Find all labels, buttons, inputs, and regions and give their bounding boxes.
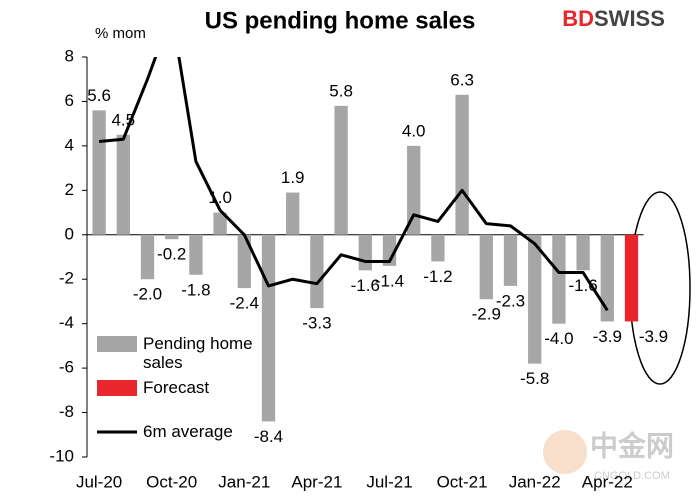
bar xyxy=(213,212,227,235)
data-label: -1.4 xyxy=(375,271,404,290)
data-label: -5.8 xyxy=(520,369,549,388)
y-tick-label: -6 xyxy=(59,358,74,377)
bar xyxy=(407,145,421,235)
y-tick-label: -10 xyxy=(49,446,74,465)
data-label: 6.3 xyxy=(450,70,474,89)
legend-label: 6m average xyxy=(143,422,233,441)
watermark-name: 中金网 xyxy=(590,429,674,461)
data-label: -1.8 xyxy=(181,280,210,299)
bar xyxy=(92,110,106,235)
legend-label: Pending home sales xyxy=(143,334,253,372)
y-axis-label: % mom xyxy=(95,25,146,42)
y-tick-label: 4 xyxy=(65,135,74,154)
plot-area xyxy=(92,57,639,422)
y-tick-label: -2 xyxy=(59,269,74,288)
data-label: -1.2 xyxy=(423,267,452,286)
x-tick-label: Oct-21 xyxy=(437,472,488,491)
data-label: 4.5 xyxy=(111,110,135,129)
legend: Pending home sales Forecast 6m average xyxy=(97,334,253,441)
x-tick-label: Apr-21 xyxy=(291,472,342,491)
bar xyxy=(552,234,566,324)
data-label: 5.6 xyxy=(87,86,111,105)
data-label: 5.8 xyxy=(329,81,353,100)
bar xyxy=(310,234,324,309)
data-label: -3.3 xyxy=(302,314,331,333)
data-label: 4.0 xyxy=(402,121,426,140)
x-tick-label: Jan-21 xyxy=(218,472,270,491)
y-tick-label: 6 xyxy=(65,91,74,110)
bar xyxy=(165,234,179,240)
data-label: 1.0 xyxy=(208,188,232,207)
logo-part1: BD xyxy=(562,6,594,31)
bar xyxy=(358,234,372,271)
legend-swatch xyxy=(97,336,137,352)
bar xyxy=(624,234,639,322)
bar xyxy=(140,234,155,280)
y-tick-label: 2 xyxy=(65,180,74,199)
legend-entry: Forecast xyxy=(143,378,210,397)
data-label: -3.9 xyxy=(639,327,668,346)
data-label: -2.3 xyxy=(496,291,525,310)
y-tick-label: 0 xyxy=(65,224,74,243)
bar xyxy=(237,234,251,289)
data-label: -2.4 xyxy=(230,294,259,313)
bar xyxy=(576,234,590,271)
bar xyxy=(286,192,300,235)
legend-entry: 6m average xyxy=(143,422,233,441)
data-label: -1.6 xyxy=(351,276,380,295)
y-tick-label: -8 xyxy=(59,402,74,421)
bar xyxy=(116,134,130,235)
chart-title: US pending home sales xyxy=(205,7,476,34)
watermark-site: CNGOLD.COM xyxy=(594,470,670,482)
bar xyxy=(455,94,469,235)
bar xyxy=(503,234,518,286)
x-tick-label: Jul-20 xyxy=(76,472,122,491)
line xyxy=(98,57,609,312)
data-label: -4.0 xyxy=(544,329,573,348)
forecast-highlight xyxy=(629,191,691,385)
data-label: -0.2 xyxy=(157,245,186,264)
data-label: -2.9 xyxy=(472,305,501,324)
data-label: -2.0 xyxy=(133,285,162,304)
x-tick-label: Apr-22 xyxy=(582,472,633,491)
legend-swatch xyxy=(97,380,137,396)
data-label: -1.6 xyxy=(568,276,597,295)
bar xyxy=(334,105,348,235)
watermark-icon xyxy=(543,430,587,474)
bar xyxy=(189,234,203,275)
legend-entry: Pending home sales xyxy=(143,334,253,372)
bar xyxy=(600,234,614,322)
y-tick-label: 8 xyxy=(65,46,74,65)
x-tick-label: Oct-20 xyxy=(146,472,197,491)
bar xyxy=(479,234,493,300)
legend-label: Forecast xyxy=(143,378,210,397)
data-label: -8.4 xyxy=(254,427,283,446)
x-tick-label: Jul-21 xyxy=(366,472,412,491)
bar xyxy=(261,234,276,422)
logo-part2: SWISS xyxy=(594,6,665,31)
bar xyxy=(528,234,542,364)
data-label: -3.9 xyxy=(593,327,622,346)
bar xyxy=(431,234,445,262)
y-tick-label: -4 xyxy=(59,313,74,332)
data-label: 1.9 xyxy=(281,168,305,187)
x-tick-label: Jan-22 xyxy=(509,472,561,491)
